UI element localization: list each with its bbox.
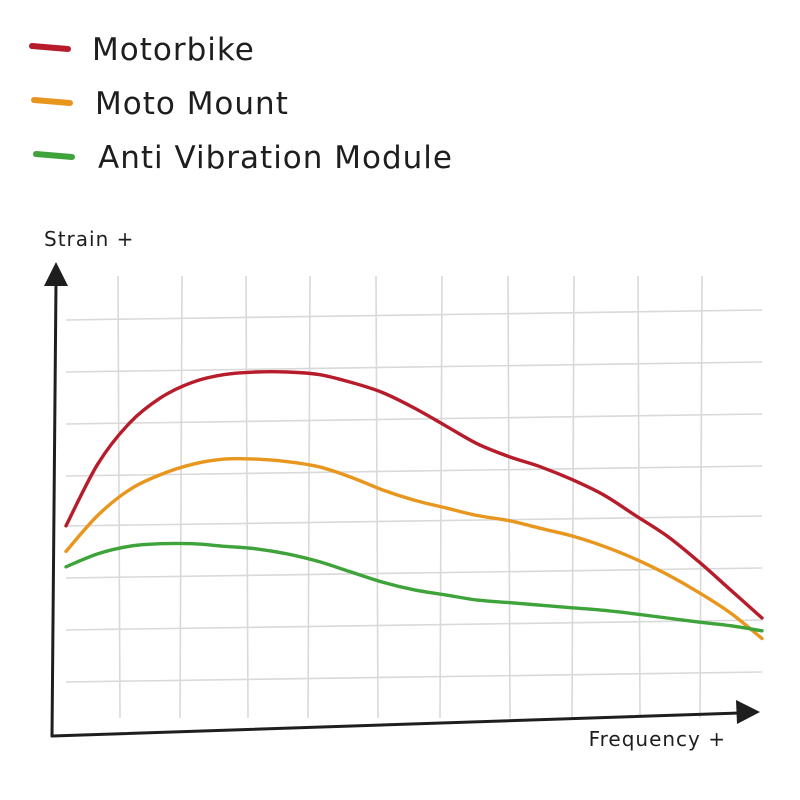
grid-line-horizontal xyxy=(65,515,763,527)
grid-line-horizontal xyxy=(65,619,763,631)
grid-line-horizontal xyxy=(65,361,763,373)
grid-line-vertical xyxy=(307,275,311,719)
grid xyxy=(65,275,763,719)
grid-line-vertical xyxy=(571,275,575,719)
grid-line-vertical xyxy=(375,275,379,719)
legend: Motorbike Moto Mount Anti Vibration Module xyxy=(29,32,453,176)
grid-line-vertical xyxy=(699,275,703,719)
grid-line-horizontal xyxy=(65,567,763,579)
legend-swatch-anti-vibration-module xyxy=(33,151,75,160)
legend-label-motorbike: Motorbike xyxy=(92,32,255,68)
series-line-anti-vibration-module xyxy=(64,541,764,633)
grid-line-horizontal xyxy=(65,413,763,425)
grid-line-horizontal xyxy=(65,309,763,321)
legend-swatch-moto-mount xyxy=(31,97,73,106)
grid-line-horizontal xyxy=(65,465,763,477)
y-axis-line xyxy=(50,280,58,738)
x-axis-arrow xyxy=(736,700,760,724)
series-layer xyxy=(64,370,764,641)
series-line-moto-mount xyxy=(64,456,764,641)
grid-line-vertical xyxy=(507,275,511,719)
axes xyxy=(44,262,760,738)
y-axis-arrow xyxy=(44,262,68,286)
legend-label-anti-vibration-module: Anti Vibration Module xyxy=(98,140,453,176)
grid-line-vertical xyxy=(245,275,249,719)
y-axis-label: Strain + xyxy=(44,227,134,251)
x-axis-line xyxy=(50,711,742,738)
grid-line-horizontal xyxy=(65,671,763,683)
grid-line-vertical xyxy=(179,275,183,719)
grid-line-vertical xyxy=(637,275,641,719)
x-axis-label: Frequency + xyxy=(589,727,726,751)
grid-line-vertical xyxy=(439,275,443,719)
legend-swatch-motorbike xyxy=(29,43,71,52)
legend-label-moto-mount: Moto Mount xyxy=(95,86,289,122)
series-line-motorbike xyxy=(64,370,764,620)
